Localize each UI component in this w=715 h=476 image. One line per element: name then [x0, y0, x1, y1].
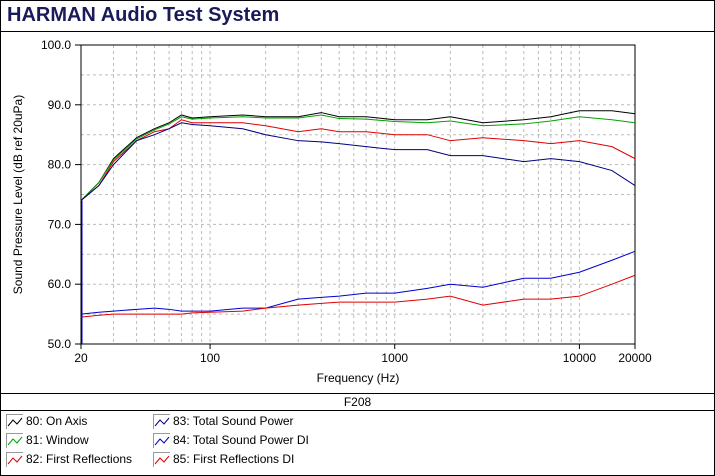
line-swatch-icon: [6, 413, 23, 429]
line-swatch-icon: [153, 432, 170, 448]
series-line-6: [80, 274, 636, 318]
app-title: HARMAN Audio Test System: [7, 4, 280, 26]
line-swatch-icon: [153, 413, 170, 429]
series-line-1: [80, 110, 636, 201]
y-tick-label: 100.0: [41, 38, 71, 52]
legend-label: 85: First Reflections DI: [173, 452, 295, 466]
y-tick-label: 80.0: [48, 158, 72, 172]
x-tick-label: 20: [74, 351, 88, 365]
y-tick-label: 90.0: [48, 98, 72, 112]
legend-label: 81: Window: [26, 433, 89, 447]
y-tick-label: 70.0: [48, 217, 72, 231]
x-tick-label: 20000: [618, 351, 652, 365]
legend-item: 80: On Axis: [6, 412, 87, 430]
legend-item: 81: Window: [6, 431, 89, 449]
footer-code: F208: [343, 395, 372, 409]
legend-label: 82: First Reflections: [26, 452, 133, 466]
legend-item: 84: Total Sound Power DI: [153, 431, 309, 449]
legend-label: 80: On Axis: [26, 414, 88, 428]
divider: [1, 31, 714, 32]
legend-label: 84: Total Sound Power DI: [173, 433, 309, 447]
plot-frame: [80, 44, 636, 345]
divider: [1, 410, 714, 411]
series-line-2: [80, 114, 636, 201]
series-line-4: [80, 122, 636, 201]
legend-label: 83: Total Sound Power: [173, 414, 294, 428]
series-line-3: [80, 119, 636, 201]
line-swatch-icon: [6, 432, 23, 448]
y-tick-label: 60.0: [48, 277, 72, 291]
x-tick-label: 1000: [381, 351, 408, 365]
legend-item: 83: Total Sound Power: [153, 412, 294, 430]
x-tick-label: 10000: [563, 351, 597, 365]
legend-item: 85: First Reflections DI: [153, 450, 294, 468]
y-axis-label: Sound Pressure Level (dB ref 20uPa): [11, 95, 25, 294]
series-line-5: [80, 250, 636, 315]
frequency-response-chart: 50.0 60.0 70.0 80.0 90.0 100.0 20 100 1000 10000 2…: [11, 38, 652, 385]
x-tick-label: 100: [200, 351, 220, 365]
divider: [1, 393, 714, 394]
y-tick-label: 50.0: [48, 337, 72, 351]
x-axis-label: Frequency (Hz): [317, 371, 400, 385]
line-swatch-icon: [6, 451, 23, 467]
legend-item: 82: First Reflections: [6, 450, 132, 468]
line-swatch-icon: [153, 451, 170, 467]
